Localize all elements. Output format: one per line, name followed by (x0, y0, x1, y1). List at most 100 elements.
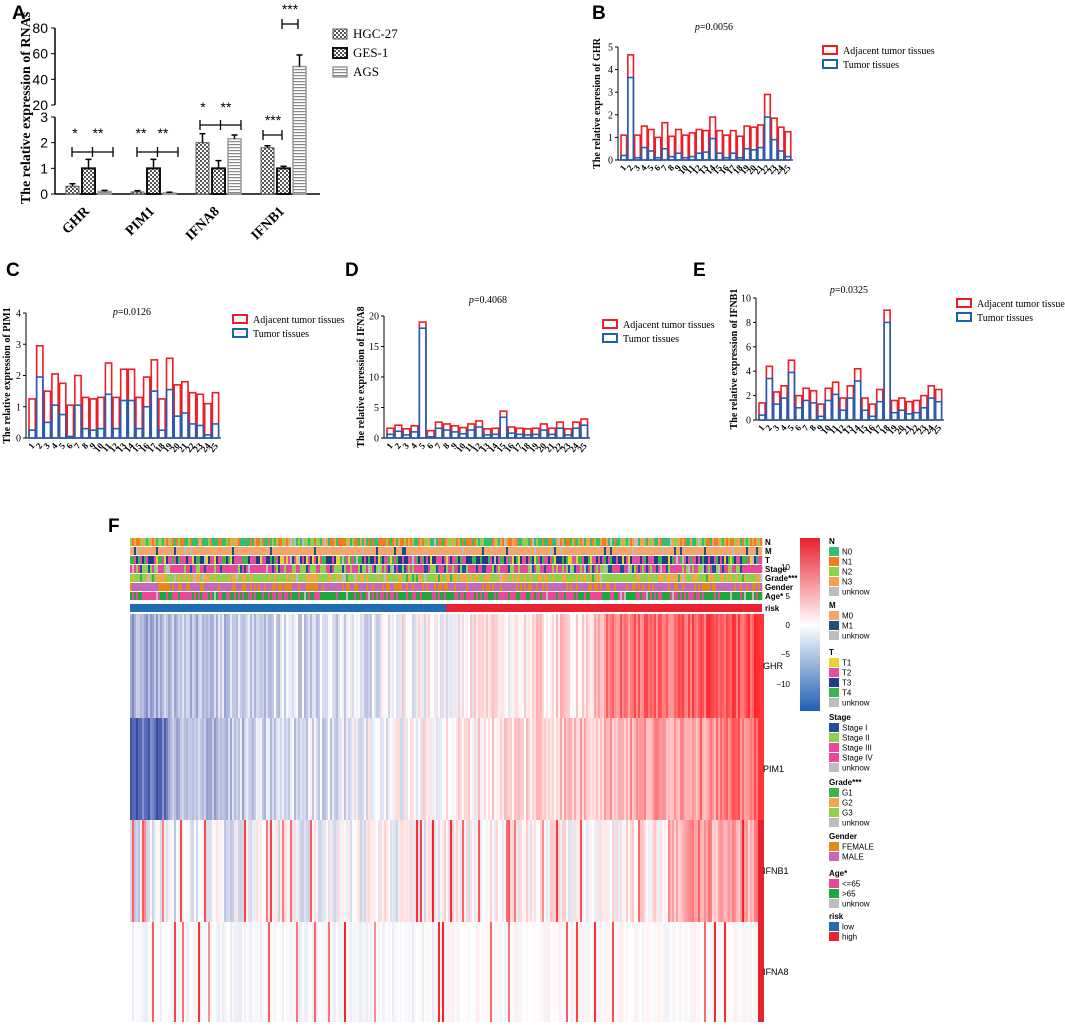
annotation-cell (738, 556, 741, 564)
heatmap-cell (414, 614, 417, 718)
heatmap-cell (428, 718, 431, 820)
heatmap-cell (348, 614, 351, 718)
annotation-cell (474, 538, 477, 546)
annotation-cell (626, 556, 629, 564)
annotation-cell (552, 574, 555, 582)
annotation-cell (236, 583, 239, 591)
annotation-cell (172, 547, 175, 555)
annotation-cell (386, 547, 389, 555)
heatmap-cell (198, 820, 201, 922)
annotation-cell (516, 547, 519, 555)
annotation-track-label: T (765, 556, 770, 565)
annotation-cell (490, 547, 493, 555)
annotation-cell (508, 556, 511, 564)
heatmap-cell (580, 614, 583, 718)
annotation-cell (174, 565, 177, 573)
annotation-cell (296, 556, 299, 564)
heatmap-cell (356, 820, 359, 922)
annotation-cell (138, 556, 141, 564)
annotation-cell (264, 592, 267, 600)
heatmap-cell (278, 922, 281, 1022)
annotation-cell (248, 565, 251, 573)
heatmap-cell (672, 820, 675, 922)
annotation-cell (462, 538, 465, 546)
heatmap-cell (344, 922, 347, 1022)
annotation-cell (724, 547, 727, 555)
x-tick-label: 1 (756, 422, 767, 432)
annotation-cell (450, 583, 453, 591)
annotation-cell (758, 538, 761, 546)
annotation-cell (404, 547, 407, 555)
heatmap-cell (294, 718, 297, 820)
bar-adjacent (499, 410, 508, 439)
annotation-cell (536, 565, 539, 573)
heatmap-cell (642, 718, 645, 820)
annotation-cell (534, 592, 537, 600)
annotation-cell (164, 547, 167, 555)
annotation-cell (576, 565, 579, 573)
annotation-cell (342, 574, 345, 582)
heatmap-cell (684, 614, 687, 718)
annotation-cell (698, 547, 701, 555)
annotation-cell (330, 583, 333, 591)
heatmap-cell (734, 820, 737, 922)
bar-adjacent (458, 426, 468, 439)
heatmap-cell (212, 718, 215, 820)
annotation-cell (720, 547, 723, 555)
annotation-cell (446, 538, 449, 546)
heatmap-cell (152, 718, 155, 820)
annotation-cell (398, 592, 401, 600)
annotation-cell (514, 574, 517, 582)
annotation-cell (150, 574, 153, 582)
annotation-cell (594, 565, 597, 573)
annotation-cell (576, 556, 579, 564)
annotation-cell (656, 592, 659, 600)
annotation-cell (194, 556, 197, 564)
annotation-cell (746, 574, 749, 582)
annotation-cell (156, 565, 159, 573)
bar-tumor (722, 156, 731, 161)
heatmap-cell (526, 820, 529, 922)
heatmap-cell (698, 718, 701, 820)
annotation-cell (740, 592, 743, 600)
annotation-cell (686, 565, 689, 573)
annotation-cell (540, 556, 543, 564)
heatmap-cell (392, 614, 395, 718)
heatmap-cell (186, 718, 189, 820)
colorbar-tick-label: 10 (781, 563, 790, 572)
annotation-cell (604, 547, 607, 555)
annotation-cell (668, 574, 671, 582)
annotation-cell (660, 592, 663, 600)
annotation-cell (486, 583, 489, 591)
annotation-cell (544, 547, 547, 555)
annotation-cell (664, 592, 667, 600)
annotation-cell (534, 574, 537, 582)
annotation-cell (700, 565, 703, 573)
heatmap-cell (304, 718, 307, 820)
annotation-cell (504, 574, 507, 582)
annotation-cell (462, 556, 465, 564)
annotation-cell (282, 592, 285, 600)
heatmap-cell (250, 820, 253, 922)
heatmap-cell (174, 614, 177, 718)
annotation-cell (348, 583, 351, 591)
annotation-cell (554, 592, 557, 600)
bar-tumor (555, 427, 565, 439)
heatmap-cell (452, 922, 455, 1022)
annotation-cell (744, 583, 747, 591)
bar-tumor (203, 434, 212, 439)
bar-adjacent (572, 421, 581, 439)
heatmap-cell (528, 922, 531, 1022)
annotation-cell (328, 592, 331, 600)
annotation-cell (708, 592, 711, 600)
annotation-cell (280, 538, 283, 546)
annotation-cell (218, 583, 221, 591)
annotation-cell (342, 583, 345, 591)
heatmap-cell (686, 922, 689, 1022)
heatmap-cell (502, 718, 505, 820)
heatmap-cell (640, 922, 643, 1022)
annotation-cell (496, 547, 499, 555)
heatmap-cell (338, 922, 341, 1022)
heatmap-cell (190, 922, 193, 1022)
heatmap-cell (134, 820, 137, 922)
